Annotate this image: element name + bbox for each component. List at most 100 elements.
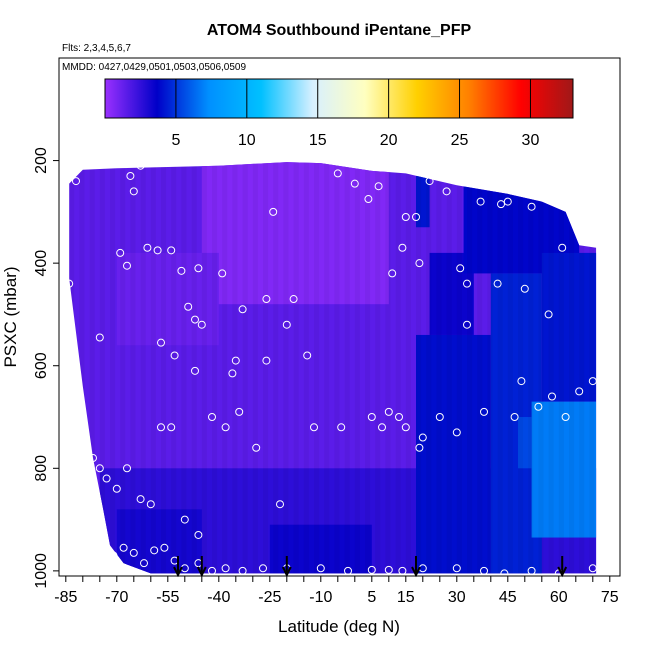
- sample-point: [82, 438, 91, 447]
- sample-point: [191, 315, 199, 324]
- sample-point: [221, 423, 230, 432]
- field-cell: [416, 175, 430, 228]
- sample-point: [170, 351, 179, 360]
- field-band: [212, 162, 218, 574]
- sample-point: [388, 269, 397, 278]
- field-band: [201, 162, 207, 574]
- x-tick-label: 45: [499, 589, 517, 606]
- field-band: [528, 162, 534, 574]
- sample-point: [303, 351, 312, 360]
- colorbar-tick-label: 5: [171, 132, 180, 149]
- field-cell: [531, 401, 597, 538]
- sample-point: [184, 302, 193, 311]
- sample-point: [262, 295, 271, 304]
- sample-point: [456, 264, 465, 273]
- field-band: [487, 162, 493, 574]
- field-band: [354, 162, 360, 574]
- sample-point: [129, 548, 138, 557]
- field-band: [283, 162, 289, 574]
- sample-point: [221, 564, 230, 573]
- sample-point: [500, 569, 509, 576]
- sample-point: [316, 564, 325, 573]
- colorbar: [104, 78, 574, 119]
- sample-point: [160, 543, 169, 552]
- field-band: [569, 162, 575, 574]
- sample-point: [238, 305, 247, 314]
- colorbar-ticks: 5 10 15 20 25 30: [171, 79, 539, 149]
- colorbar-tick-label: 15: [309, 132, 327, 149]
- sample-point: [558, 243, 567, 252]
- sample-point: [418, 433, 427, 442]
- sample-point: [517, 377, 526, 386]
- y-tick-label: 1000: [33, 553, 50, 589]
- sample-point: [218, 269, 227, 278]
- sample-point: [534, 402, 543, 411]
- sample-point: [262, 356, 271, 365]
- sample-point: [476, 197, 485, 206]
- sample-point: [493, 279, 502, 288]
- sample-point: [157, 338, 165, 347]
- plot-frame: [58, 57, 621, 577]
- chart-title: ATOM4 Southbound iPentane_PFP: [207, 22, 472, 39]
- field-band: [222, 162, 228, 574]
- sample-point: [238, 566, 247, 575]
- sample-point: [350, 179, 359, 188]
- x-tick-label: 60: [550, 589, 568, 606]
- field-band: [456, 162, 462, 574]
- chart-dates-label: MMDD: 0427,0429,0501,0503,0506,0509: [62, 62, 246, 73]
- field-band: [467, 162, 473, 574]
- sample-point: [146, 500, 155, 509]
- sample-point: [116, 248, 125, 257]
- y-tick-label: 800: [33, 455, 50, 482]
- sample-point: [548, 392, 556, 401]
- sample-point: [398, 243, 407, 252]
- field-band: [293, 162, 299, 574]
- sample-point: [208, 566, 216, 575]
- sample-point: [180, 515, 189, 524]
- field-band: [344, 162, 350, 574]
- sample-point: [95, 464, 104, 473]
- x-tick-label: -25: [258, 589, 281, 606]
- y-tick-label: 400: [33, 250, 50, 277]
- sample-point: [398, 566, 407, 575]
- sample-point: [123, 464, 131, 473]
- sample-point: [65, 279, 74, 288]
- field-band: [181, 162, 187, 574]
- field-band: [446, 162, 452, 574]
- field-band: [324, 162, 330, 574]
- sample-point: [136, 495, 145, 504]
- sample-point: [480, 407, 488, 416]
- field-cell: [518, 417, 532, 469]
- field-band: [497, 162, 503, 574]
- sample-point: [588, 377, 597, 386]
- sample-point: [72, 177, 80, 186]
- sample-point: [367, 565, 376, 574]
- field-band: [365, 162, 371, 574]
- x-tick-label: 5: [367, 589, 376, 606]
- x-tick-label: -40: [207, 589, 230, 606]
- field-band: [518, 162, 524, 574]
- x-tick-label: 15: [397, 589, 415, 606]
- sample-point: [395, 413, 403, 422]
- field-band: [426, 162, 432, 574]
- sample-point: [231, 356, 240, 365]
- field-band: [242, 162, 248, 574]
- sample-point: [333, 169, 342, 178]
- sample-point: [452, 564, 461, 573]
- sample-point: [497, 200, 505, 209]
- sample-point: [310, 423, 318, 432]
- sample-point: [510, 413, 519, 422]
- field-band: [99, 162, 105, 574]
- sample-point: [425, 177, 434, 186]
- x-tick-label: -70: [105, 589, 128, 606]
- sample-point: [401, 212, 410, 221]
- sample-point: [276, 500, 284, 509]
- sample-point: [544, 310, 553, 319]
- sample-point: [367, 413, 376, 422]
- sample-points: [65, 161, 597, 576]
- flight-arrow: [173, 556, 183, 578]
- sample-point: [269, 207, 278, 216]
- sample-point: [337, 423, 346, 432]
- x-axis: -85 -70 -55 -40 -25 -10 5 15 30 45 60 75: [54, 576, 619, 606]
- sample-point: [415, 443, 424, 452]
